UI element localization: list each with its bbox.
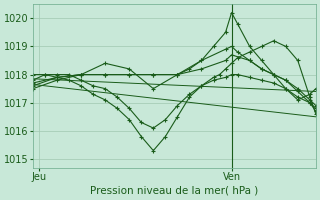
X-axis label: Pression niveau de la mer( hPa ): Pression niveau de la mer( hPa ) bbox=[90, 186, 259, 196]
